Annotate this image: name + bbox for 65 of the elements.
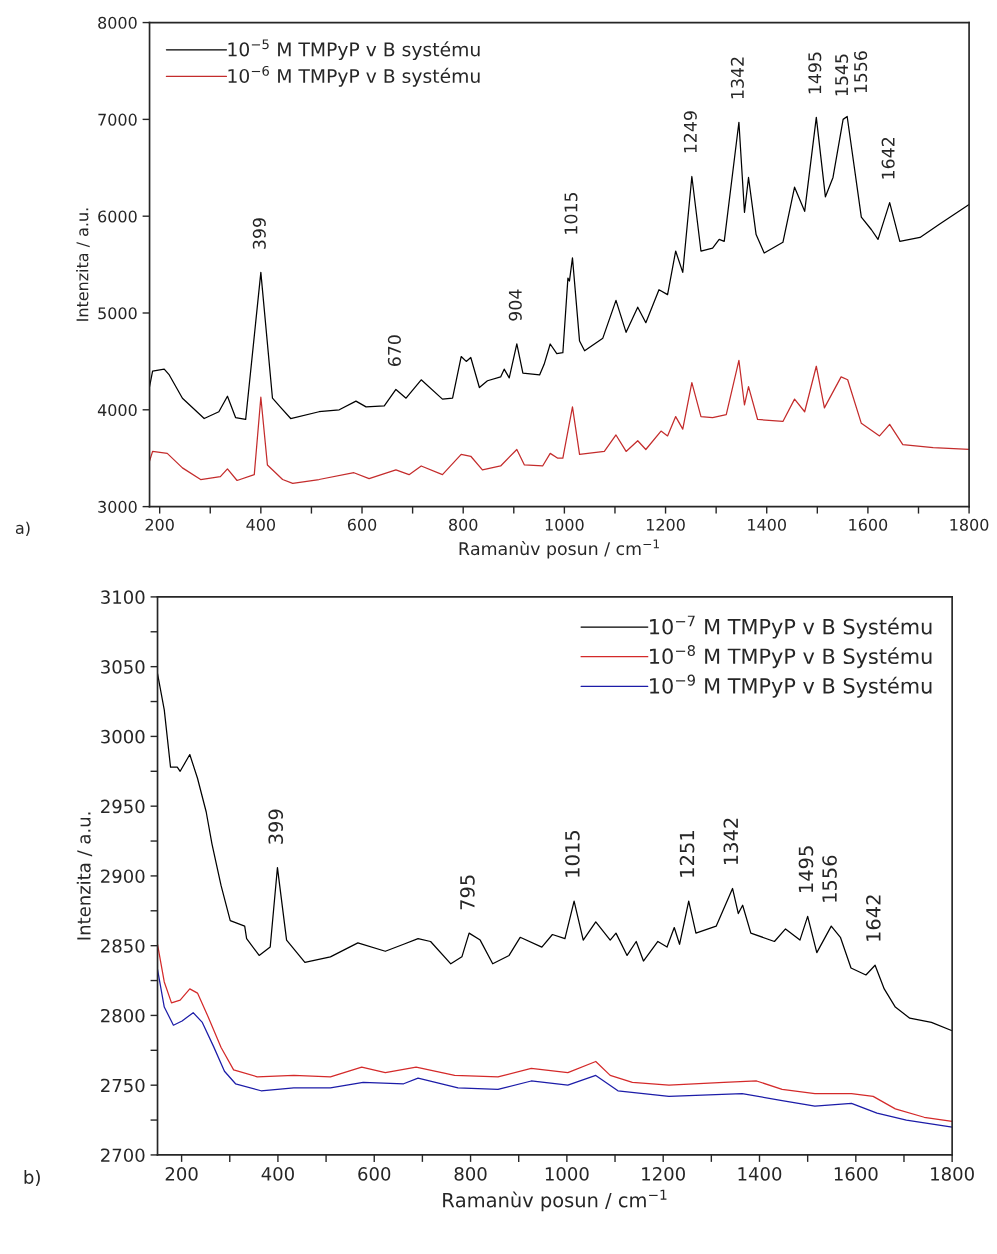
y-tick-label: 2700 <box>101 1148 145 1163</box>
x-tick-label: 1200 <box>642 1167 685 1181</box>
y-tick-label: 3000 <box>101 729 145 744</box>
legend-label: 10$^{−8}$ M TMPyP v B Systému <box>650 645 932 669</box>
y-tick-label: 7000 <box>98 113 137 126</box>
annotation: 795 <box>460 875 475 910</box>
x-tick-label: 1200 <box>646 518 685 531</box>
x-tick-label: 400 <box>246 518 276 531</box>
annotation: 399 <box>252 218 266 249</box>
x-tick-label: 1800 <box>931 1167 974 1181</box>
annotation: 1556 <box>822 855 837 902</box>
text: b) <box>24 1169 40 1187</box>
x-tick-label: 1000 <box>545 1167 589 1181</box>
annotation: 1642 <box>881 137 895 179</box>
y-tick-label: 3100 <box>101 590 145 605</box>
x-axis-title: Ramanùv posun / cm$^{−1}$ <box>443 1189 667 1212</box>
x-tick-label: 1600 <box>834 1167 878 1181</box>
y-tick-label: 3000 <box>98 500 137 513</box>
legend-label: 10$^{−6}$ M TMPyP v B systému <box>228 65 480 87</box>
annotation: 1249 <box>683 111 697 153</box>
annotation: 1495 <box>798 846 814 893</box>
annotation: 1342 <box>723 818 739 865</box>
y-tick-label: 2850 <box>101 939 145 953</box>
y-tick-label: 3050 <box>101 660 145 674</box>
y-axis-title: Intenzita / a.u. <box>76 208 90 321</box>
x-tick-label: 1000 <box>545 518 584 531</box>
y-tick-label: 2900 <box>101 869 145 884</box>
x-tick-label: 1400 <box>738 1167 782 1181</box>
annotation: 1015 <box>565 831 580 877</box>
annotation: 1015 <box>564 192 578 234</box>
legend-label: 10$^{−9}$ M TMPyP v B Systému <box>650 674 932 698</box>
y-tick-label: 4000 <box>97 404 137 417</box>
x-tick-label: 800 <box>449 518 478 531</box>
y-axis-title: Intenzita / a.u. <box>76 812 93 940</box>
x-tick-label: 400 <box>261 1167 294 1181</box>
legend-label: 10$^{−7}$ M TMPyP v B Systému <box>650 615 932 639</box>
x-tick-label: 1800 <box>950 518 989 531</box>
x-tick-label: 200 <box>165 1167 198 1181</box>
annotation: 399 <box>268 809 284 844</box>
y-tick-label: 8000 <box>98 16 137 29</box>
x-axis-title: Ramanùv posun / cm$^{−1}$ <box>459 539 659 559</box>
annotation: 1495 <box>808 52 822 94</box>
x-tick-label: 1400 <box>748 518 786 531</box>
y-tick-label: 2950 <box>101 799 145 814</box>
x-tick-label: 200 <box>145 518 174 531</box>
annotation: 1556 <box>854 51 868 93</box>
annotation: 1642 <box>866 895 881 941</box>
x-tick-label: 600 <box>358 1167 391 1181</box>
line-series <box>157 943 953 1123</box>
legend-label: 10$^{−5}$ M TMPyP v B systému <box>228 39 480 61</box>
y-tick-label: 2800 <box>101 1008 145 1023</box>
annotation: 1545 <box>835 54 849 96</box>
line-series <box>157 673 953 1032</box>
y-tick-label: 6000 <box>98 210 137 223</box>
x-tick-label: 600 <box>347 518 377 531</box>
y-tick-label: 2750 <box>101 1078 145 1093</box>
x-tick-label: 1600 <box>849 518 888 531</box>
text: a) <box>15 521 30 536</box>
annotation: 670 <box>387 335 401 367</box>
line-series <box>157 968 953 1128</box>
y-tick-label: 5000 <box>98 307 137 320</box>
annotation: 1342 <box>730 57 744 99</box>
annotation: 904 <box>508 289 522 321</box>
x-tick-label: 800 <box>454 1167 487 1181</box>
annotation: 1251 <box>679 831 695 877</box>
